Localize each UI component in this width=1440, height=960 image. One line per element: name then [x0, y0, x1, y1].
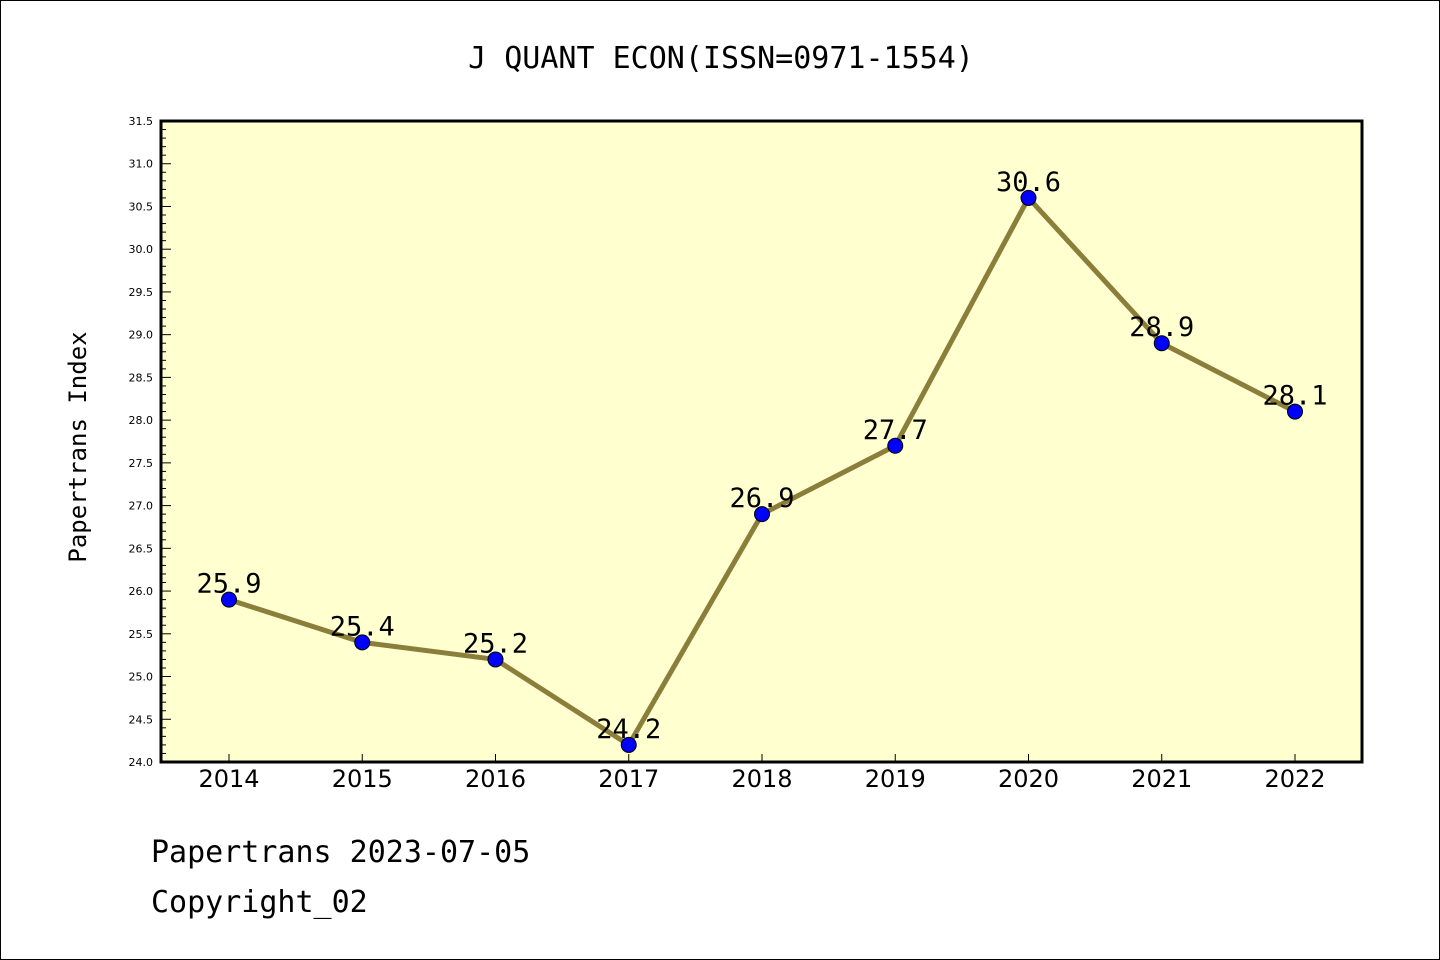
data-label: 25.2	[463, 628, 528, 659]
data-point	[221, 591, 237, 608]
data-label: 24.2	[596, 714, 661, 745]
data-point	[354, 634, 371, 651]
y-tick-label: 29.0	[129, 329, 154, 342]
data-point	[1153, 335, 1170, 352]
data-labels-group: 25.9 25.4 25.2 24.2 26.9 27.7 30.6 28.9 28.1	[196, 167, 1327, 745]
data-label: 26.9	[729, 483, 794, 514]
y-tick-label: 30.5	[129, 200, 154, 213]
x-tick-label: 2017	[598, 765, 659, 793]
footer-date: Papertrans 2023-07-05	[151, 835, 531, 870]
y-tick-label: 25.5	[129, 628, 154, 641]
footer-copyright: Copyright_02	[151, 885, 368, 920]
y-tick-label: 26.5	[129, 542, 154, 555]
chart-title: J QUANT ECON(ISSN=0971-1554)	[468, 41, 974, 76]
y-axis-label: Papertrans Index	[64, 331, 92, 562]
y-tick-label: 24.0	[129, 756, 154, 769]
plot-border	[159, 119, 1364, 764]
plot-area	[161, 121, 1362, 762]
y-tick-label: 26.0	[129, 585, 154, 598]
y-tick-label: 25.0	[129, 671, 154, 684]
data-point	[1020, 189, 1037, 206]
data-point	[620, 736, 637, 753]
y-tick-label: 24.5	[129, 713, 154, 726]
x-axis-ticks: 2014 2015 2016 2017 2018 2019 2020 2021 2022	[198, 754, 1326, 793]
x-tick-label: 2015	[332, 765, 393, 793]
data-label: 28.9	[1129, 312, 1194, 343]
y-tick-label: 27.5	[129, 457, 154, 470]
data-point	[887, 437, 904, 454]
x-tick-label: 2014	[198, 765, 259, 793]
x-tick-label: 2021	[1131, 765, 1192, 793]
data-label: 27.7	[863, 415, 928, 446]
data-label: 30.6	[996, 167, 1061, 198]
data-point	[754, 506, 770, 523]
y-tick-label: 28.0	[129, 414, 154, 427]
series-group	[221, 189, 1303, 753]
x-tick-label: 2019	[865, 765, 926, 793]
x-tick-label: 2016	[465, 765, 526, 793]
x-tick-label: 2018	[731, 765, 792, 793]
x-tick-label: 2022	[1264, 765, 1325, 793]
data-point	[487, 651, 504, 668]
data-label: 25.4	[330, 611, 395, 642]
data-point	[1287, 403, 1303, 420]
y-tick-label: 31.5	[129, 115, 154, 128]
data-label: 25.9	[196, 569, 261, 600]
y-tick-label: 28.5	[129, 371, 154, 384]
data-label: 28.1	[1262, 381, 1327, 412]
y-tick-label: 31.0	[129, 158, 154, 171]
y-tick-label: 27.0	[129, 500, 154, 513]
y-tick-label: 29.5	[129, 286, 154, 299]
y-tick-label: 30.0	[129, 243, 154, 256]
y-axis-ticks: 24.0 24.5 25.0 25.5 26.0 26.5 27.0 27.5 28.0 28.5…	[129, 115, 171, 769]
x-tick-label: 2020	[998, 765, 1059, 793]
